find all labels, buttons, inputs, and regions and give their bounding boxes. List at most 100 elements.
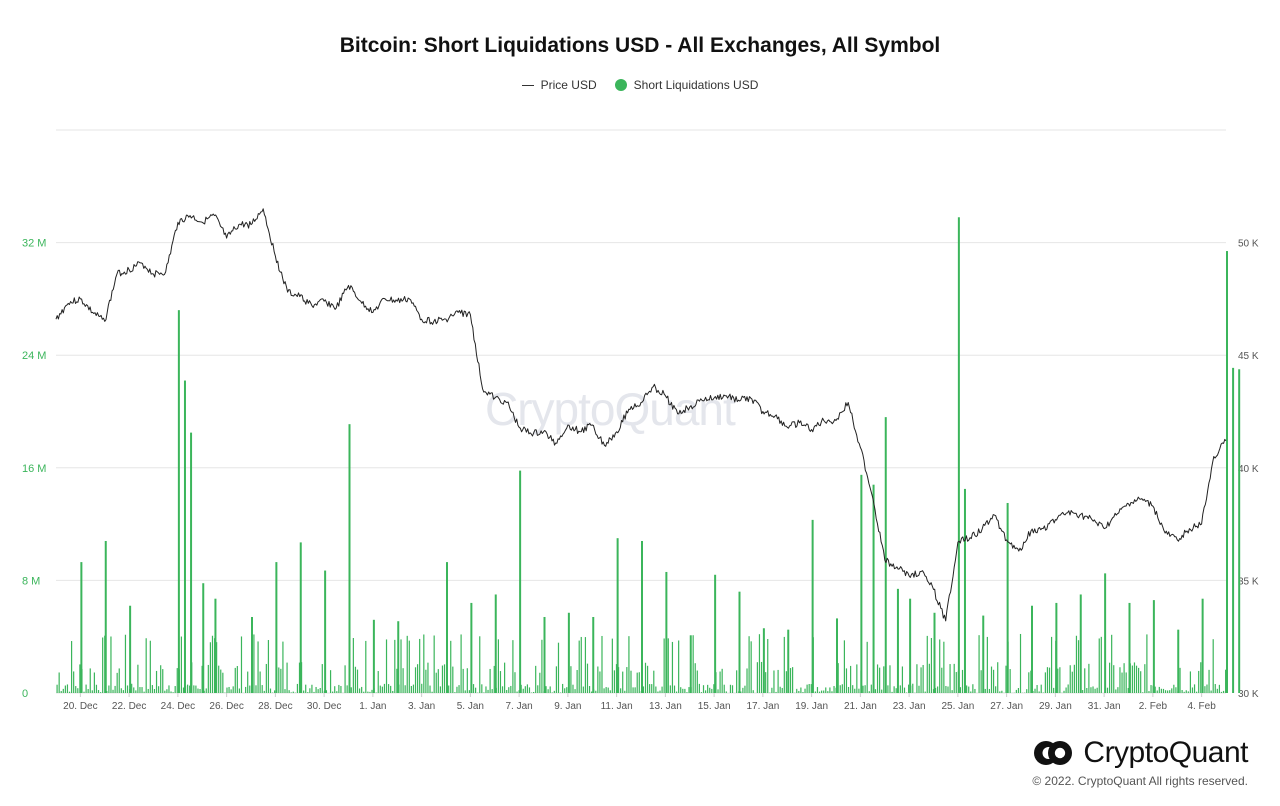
liquidation-bar: [1117, 687, 1119, 693]
x-axis-tick-label: 29. Jan: [1039, 701, 1072, 712]
liquidation-bar: [228, 686, 230, 693]
liquidation-bar: [158, 686, 160, 693]
liquidation-bar: [997, 662, 999, 693]
liquidation-bar: [1067, 684, 1069, 693]
liquidation-bar: [510, 685, 512, 693]
legend-item-price[interactable]: Price USD: [521, 78, 597, 92]
liquidation-bar: [847, 686, 850, 693]
liquidation-bar: [1127, 688, 1129, 693]
liquidation-bar: [924, 691, 926, 693]
x-axis-tick-label: 22. Dec: [112, 701, 146, 712]
liquidation-bar: [354, 666, 357, 693]
liquidation-bar: [659, 690, 661, 693]
liquidation-bar: [514, 672, 516, 693]
liquidation-bar: [895, 688, 897, 693]
liquidation-spike-bar: [738, 591, 741, 693]
liquidation-spike-bar: [1031, 605, 1033, 693]
liquidation-bar: [584, 637, 587, 693]
liquidation-bar: [591, 691, 593, 693]
legend-label-price: Price USD: [540, 78, 597, 92]
liquidation-bar: [671, 641, 674, 693]
liquidation-bar: [783, 636, 785, 693]
liquidation-bar: [578, 640, 580, 693]
liquidation-bar: [533, 691, 535, 693]
liquidation-bar: [1063, 690, 1065, 693]
liquidation-bar: [253, 634, 255, 693]
liquidation-bar: [669, 685, 671, 693]
liquidation-spike-bar: [714, 574, 717, 693]
liquidation-bar: [684, 688, 686, 693]
left-axis-tick-label: 24 M: [22, 350, 46, 362]
liquidation-bar: [263, 690, 265, 693]
liquidation-bar: [1187, 691, 1189, 693]
liquidation-bar: [1144, 664, 1146, 693]
liquidation-bar: [775, 691, 777, 693]
liquidation-bar: [700, 692, 703, 693]
liquidation-bar: [497, 639, 499, 693]
liquidation-bar: [599, 671, 601, 693]
brand-name: CryptoQuant: [1083, 736, 1248, 769]
x-axis-tick-label: 2. Feb: [1139, 701, 1168, 712]
liquidation-bar: [1015, 689, 1017, 693]
liquidation-spike-bar: [1226, 251, 1228, 694]
liquidation-bar: [506, 689, 508, 693]
liquidation-bar: [526, 684, 529, 693]
x-axis-tick-label: 11. Jan: [601, 701, 633, 712]
liquidation-spike-bar: [543, 616, 546, 693]
liquidation-bar: [218, 665, 220, 693]
liquidation-bar: [951, 690, 953, 693]
x-axis-tick-label: 1. Jan: [359, 701, 386, 712]
liquidation-bar: [740, 691, 742, 693]
liquidation-bar: [545, 686, 547, 693]
liquidation-spike-bar: [909, 598, 912, 693]
liquidation-bar: [321, 664, 323, 693]
legend-item-short-liquidations[interactable]: Short Liquidations USD: [614, 78, 758, 92]
liquidation-bar: [425, 669, 427, 693]
liquidation-bar: [358, 688, 361, 693]
liquidation-bar: [595, 690, 597, 693]
liquidation-bar: [810, 684, 812, 693]
liquidation-bar: [713, 684, 715, 693]
liquidation-bar: [257, 641, 259, 693]
liquidation-bar: [1030, 670, 1032, 693]
liquidation-bar: [961, 669, 964, 693]
liquidation-bar: [520, 684, 522, 693]
liquidation-bar: [792, 667, 794, 693]
liquidation-bar: [796, 688, 798, 693]
liquidation-bar: [992, 669, 995, 693]
liquidation-bar: [1208, 669, 1210, 693]
liquidation-bar: [628, 636, 630, 693]
liquidation-bar: [66, 684, 69, 693]
liquidation-bar: [475, 687, 477, 693]
liquidation-bar: [995, 686, 997, 693]
liquidation-bar: [644, 662, 647, 693]
liquidation-bar: [827, 691, 829, 693]
liquidation-bar: [448, 685, 450, 693]
liquidation-bar: [419, 638, 421, 693]
liquidation-bar: [139, 687, 141, 693]
liquidation-bar: [821, 690, 823, 693]
liquidation-bar: [771, 687, 773, 693]
liquidation-bar: [410, 685, 412, 693]
copyright-text: © 2022. CryptoQuant All rights reserved.: [1032, 774, 1248, 788]
liquidation-bar: [441, 665, 444, 693]
liquidation-bar: [83, 691, 85, 693]
liquidation-bar: [309, 688, 311, 693]
liquidation-bar: [522, 688, 524, 693]
liquidation-bar: [124, 634, 127, 693]
liquidation-bar: [1171, 688, 1173, 693]
liquidation-bar: [1183, 691, 1185, 693]
liquidation-bar: [808, 684, 810, 693]
liquidation-bar: [949, 664, 951, 693]
liquidation-bar: [574, 689, 576, 693]
liquidation-bar: [280, 668, 282, 693]
liquidation-bar: [516, 691, 518, 693]
liquidation-bar: [1019, 633, 1022, 693]
liquidation-bar: [151, 685, 153, 693]
cryptoquant-logo-icon: [1034, 741, 1073, 765]
liquidation-bar: [396, 668, 398, 693]
liquidation-bar: [363, 691, 365, 693]
liquidation-bar: [1133, 662, 1136, 693]
liquidation-bar: [1154, 686, 1156, 693]
